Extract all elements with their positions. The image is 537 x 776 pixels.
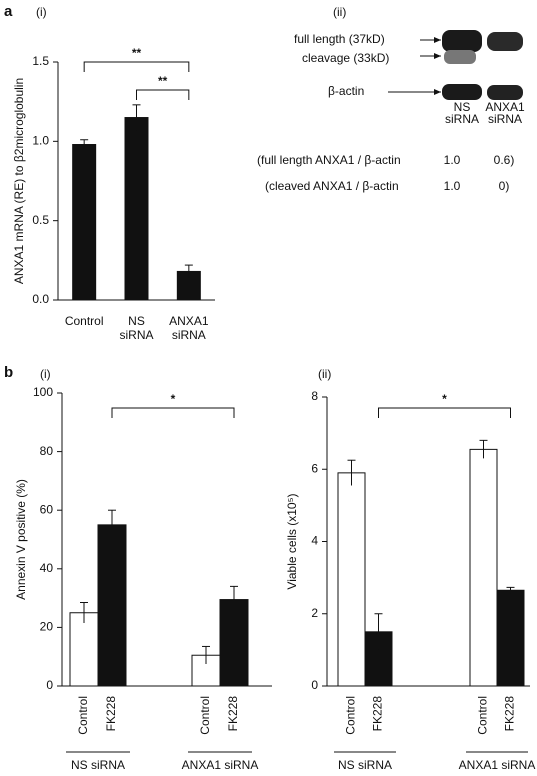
lane-label: siRNA <box>445 112 479 126</box>
y-axis-label: Annexin V positive (%) <box>14 479 28 600</box>
band-label: full length (37kD) <box>294 32 385 46</box>
x-tick-label: Control <box>65 314 104 328</box>
band <box>487 85 523 100</box>
band <box>442 30 482 52</box>
group-label: ANXA1 siRNA <box>182 758 259 772</box>
y-tick-label: 6 <box>311 461 318 475</box>
x-tick-label: Control <box>76 696 90 735</box>
x-tick-label: ANXA1 <box>169 314 209 328</box>
group-label: NS siRNA <box>338 758 392 772</box>
x-tick-label: siRNA <box>119 328 153 342</box>
y-tick-label: 0.5 <box>32 213 49 227</box>
ratio-value: 1.0 <box>444 153 461 167</box>
panel-subtitle: (ii) <box>318 367 331 381</box>
band-label: β-actin <box>328 84 364 98</box>
lane-label: NS <box>454 100 471 114</box>
x-tick-label: Control <box>198 696 212 735</box>
x-tick-label: NS <box>128 314 145 328</box>
band <box>444 50 476 64</box>
ratio-value: 1.0 <box>444 179 461 193</box>
y-axis-label: Viable cells (x10⁵) <box>285 493 299 589</box>
y-tick-label: 20 <box>40 620 54 634</box>
lane-label: siRNA <box>488 112 522 126</box>
bar <box>97 524 127 687</box>
y-tick-label: 40 <box>40 561 54 575</box>
y-tick-label: 4 <box>311 534 318 548</box>
bar <box>69 612 99 687</box>
panel-subtitle: (i) <box>36 5 47 19</box>
significance-label: * <box>442 392 447 406</box>
significance-bracket <box>136 89 190 100</box>
significance-bracket <box>111 407 235 418</box>
significance-label: ** <box>158 74 168 88</box>
panel-subtitle: (ii) <box>333 5 346 19</box>
bar <box>124 117 149 301</box>
y-tick-label: 1.0 <box>32 134 49 148</box>
band <box>487 32 523 51</box>
ratio-label: (cleaved ANXA1 / β-actin <box>265 179 399 193</box>
x-tick-label: Control <box>344 696 358 735</box>
lane-label: ANXA1 <box>485 100 525 114</box>
y-tick-label: 0 <box>46 678 53 692</box>
x-tick-label: siRNA <box>172 328 206 342</box>
blot: (ii) full length (37kD) cleavage (33kD) … <box>294 5 523 100</box>
panel-subtitle: (i) <box>40 367 51 381</box>
panel-label: b <box>4 364 13 381</box>
y-tick-label: 60 <box>40 502 54 516</box>
y-tick-label: 100 <box>33 385 53 399</box>
ratio-value: 0.6) <box>494 153 515 167</box>
significance-bracket <box>378 407 511 418</box>
bar <box>469 448 498 687</box>
group-label: NS siRNA <box>71 758 125 772</box>
band-label: cleavage (33kD) <box>302 51 389 65</box>
group-label: ANXA1 siRNA <box>459 758 536 772</box>
x-tick-label: FK228 <box>104 696 118 732</box>
y-tick-label: 1.5 <box>32 54 49 68</box>
x-tick-label: FK228 <box>371 696 385 732</box>
x-tick-label: FK228 <box>503 696 517 732</box>
y-tick-label: 0 <box>311 678 318 692</box>
y-tick-label: 8 <box>311 389 318 403</box>
x-tick-label: FK228 <box>226 696 240 732</box>
y-tick-label: 80 <box>40 444 54 458</box>
ratio-value: 0) <box>499 179 510 193</box>
ratio-label: (full length ANXA1 / β-actin <box>257 153 401 167</box>
bar <box>496 589 525 687</box>
significance-label: ** <box>132 46 142 60</box>
y-tick-label: 0.0 <box>32 292 49 306</box>
y-axis-label: ANXA1 mRNA (RE) to β2microglobulin <box>12 78 26 284</box>
bar <box>337 472 366 687</box>
panel-label: a <box>4 3 13 20</box>
significance-bracket <box>83 61 190 72</box>
bar <box>72 144 97 301</box>
band <box>442 84 482 100</box>
y-tick-label: 2 <box>311 606 318 620</box>
x-tick-label: Control <box>476 696 490 735</box>
significance-label: * <box>171 392 176 406</box>
